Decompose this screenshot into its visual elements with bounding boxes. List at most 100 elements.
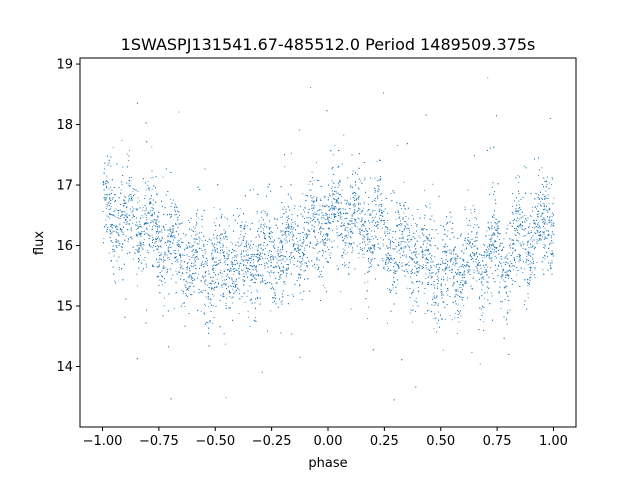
scatter-point (216, 264, 218, 266)
scatter-point (488, 256, 490, 258)
scatter-point (310, 87, 311, 88)
scatter-point (507, 224, 509, 226)
scatter-point (548, 203, 550, 205)
scatter-point (149, 189, 150, 191)
scatter-point (528, 231, 530, 233)
scatter-point (211, 288, 213, 290)
scatter-point (499, 239, 500, 240)
scatter-point (499, 281, 501, 283)
scatter-point (257, 250, 259, 251)
scatter-point (224, 231, 226, 233)
scatter-point (350, 198, 351, 200)
scatter-point (374, 177, 376, 179)
scatter-point (304, 249, 305, 251)
scatter-point (514, 212, 516, 214)
scatter-point (145, 232, 147, 234)
scatter-point (393, 249, 395, 251)
scatter-point (463, 305, 465, 307)
scatter-point (299, 284, 301, 286)
scatter-point (428, 240, 430, 242)
scatter-point (239, 263, 241, 265)
scatter-point (419, 237, 421, 239)
scatter-point (118, 197, 120, 198)
scatter-point (505, 285, 507, 287)
scatter-point (542, 231, 543, 233)
scatter-point (395, 263, 397, 265)
scatter-point (131, 217, 133, 218)
scatter-point (233, 256, 235, 258)
scatter-point (518, 218, 520, 220)
scatter-point (303, 209, 305, 211)
scatter-point (205, 263, 207, 265)
scatter-point (498, 228, 500, 229)
scatter-point (548, 208, 550, 210)
scatter-point (283, 267, 285, 269)
scatter-point (225, 397, 227, 399)
scatter-point (313, 196, 315, 197)
scatter-point (151, 189, 153, 191)
scatter-point (289, 241, 290, 242)
scatter-point (142, 216, 144, 218)
scatter-point (133, 258, 134, 260)
scatter-point (467, 265, 469, 267)
scatter-point (319, 271, 321, 273)
scatter-point (236, 254, 238, 255)
scatter-point (341, 233, 343, 235)
scatter-point (274, 289, 276, 291)
scatter-point (222, 280, 224, 282)
scatter-point (387, 252, 389, 254)
scatter-point (381, 200, 383, 202)
scatter-point (299, 252, 300, 254)
scatter-point (250, 258, 252, 260)
scatter-point (489, 247, 491, 249)
scatter-point (376, 160, 378, 162)
scatter-point (462, 280, 464, 282)
scatter-point (461, 275, 463, 276)
scatter-point (506, 292, 507, 294)
scatter-point (356, 221, 358, 223)
scatter-point (363, 253, 365, 255)
scatter-point (229, 296, 231, 297)
scatter-point (291, 152, 292, 154)
scatter-point (287, 241, 288, 243)
scatter-point (512, 251, 514, 253)
scatter-point (162, 284, 164, 286)
scatter-point (175, 261, 176, 263)
scatter-point (160, 246, 162, 248)
scatter-point (424, 258, 426, 260)
scatter-point (234, 264, 236, 265)
scatter-point (336, 200, 338, 202)
scatter-point (314, 211, 316, 213)
scatter-point (225, 303, 227, 304)
scatter-point (506, 273, 508, 275)
scatter-point (493, 245, 495, 247)
scatter-point (336, 225, 338, 227)
scatter-point (137, 197, 139, 199)
scatter-point (347, 227, 349, 229)
scatter-point (519, 259, 521, 260)
scatter-point (417, 240, 419, 242)
scatter-point (102, 183, 104, 185)
scatter-point (167, 257, 168, 259)
scatter-point (257, 246, 259, 248)
scatter-point (487, 77, 489, 79)
scatter-point (540, 198, 542, 199)
scatter-point (230, 241, 232, 243)
scatter-point (300, 248, 302, 250)
scatter-point (108, 194, 110, 195)
scatter-point (175, 270, 177, 272)
scatter-point (540, 234, 542, 236)
scatter-point (120, 215, 121, 217)
scatter-point (548, 233, 550, 235)
scatter-point (106, 204, 108, 205)
scatter-point (390, 245, 391, 247)
scatter-point (284, 238, 286, 240)
scatter-point (473, 261, 474, 263)
chart-title: 1SWASPJ131541.67-485512.0 Period 1489509… (121, 35, 536, 54)
scatter-point (196, 223, 198, 225)
scatter-point (256, 254, 257, 256)
scatter-point (228, 249, 230, 251)
scatter-point (262, 252, 264, 254)
scatter-point (428, 309, 430, 311)
scatter-point (519, 255, 521, 257)
